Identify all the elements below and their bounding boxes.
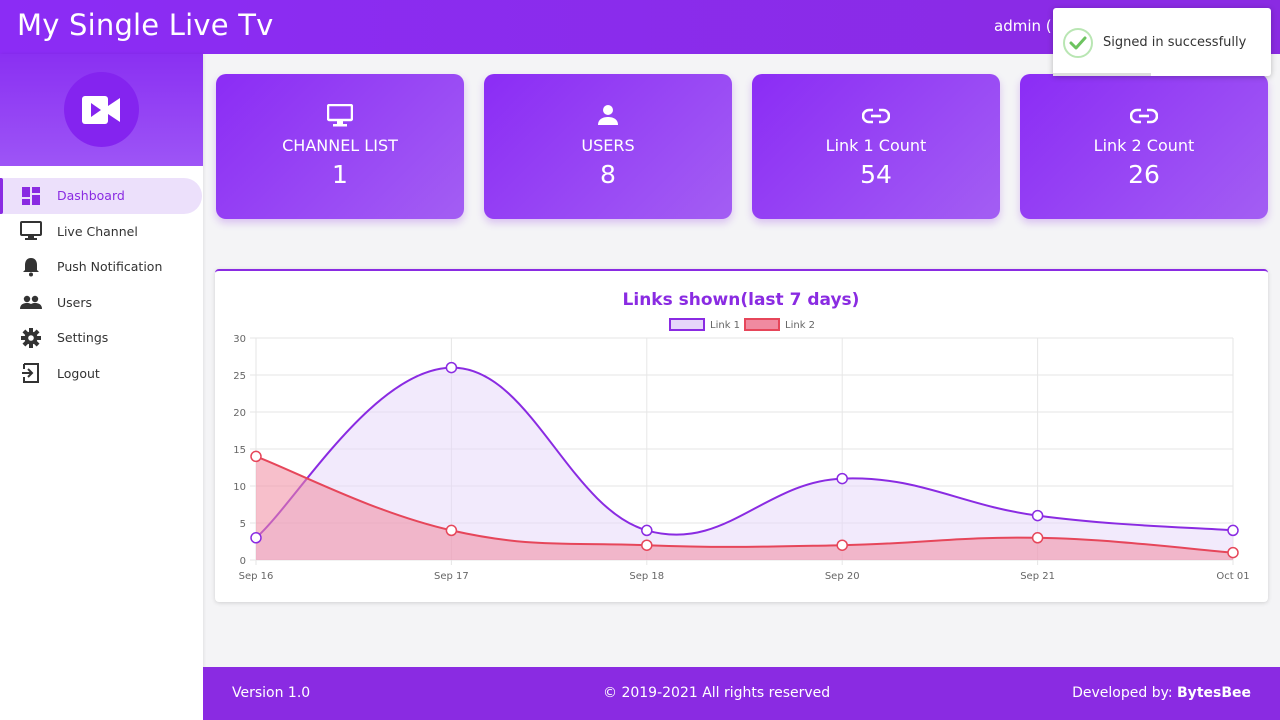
sidebar-item-label: Users [57,294,93,310]
dashboard-icon [20,186,42,206]
card-users[interactable]: USERS 8 [484,74,732,219]
card-value: 26 [1128,160,1160,189]
legend-label: Link 1 [710,320,740,331]
sidebar-item-users[interactable]: Users [0,285,203,321]
data-point [1031,532,1044,544]
sidebar-item-live-channel[interactable]: Live Channel [0,214,203,250]
data-point [1227,546,1239,559]
card-value: 8 [600,160,616,189]
data-point [250,450,262,463]
footer-version: Version 1.0 [232,685,311,701]
y-tick-label: 5 [240,519,246,530]
video-camera-icon [81,95,120,124]
legend-swatch [669,318,705,331]
app-title: My Single Live Tv [17,8,274,42]
sidebar-item-label: Logout [57,365,100,381]
card-title: Link 2 Count [1093,136,1195,155]
sidebar-item-push-notification[interactable]: Push Notification [0,249,203,285]
check-circle-icon [1063,28,1093,58]
sidebar-item-settings[interactable]: Settings [0,320,203,356]
footer-developed-prefix: Developed by: [1072,685,1178,701]
sidebar-item-label: Live Channel [57,223,138,239]
y-tick-label: 20 [233,408,246,419]
card-value: 1 [332,160,348,189]
footer-developer[interactable]: BytesBee [1177,685,1251,701]
card-title: CHANNEL LIST [282,136,398,155]
data-point [1227,524,1239,537]
sidebar-brand [0,54,203,166]
series-area [256,367,1233,560]
x-tick-label: Oct 01 [1216,571,1249,582]
monitor-icon [216,104,464,128]
card-link-2-count[interactable]: Link 2 Count 26 [1020,74,1268,219]
y-tick-label: 15 [233,445,246,456]
data-point [250,532,262,544]
links-chart: Links shown(last 7 days) Link 1 Link 2 0 5 10… [233,290,1249,582]
legend-label: Link 2 [785,320,815,331]
logo[interactable] [64,72,139,147]
link-icon [752,104,1000,128]
sidebar: Dashboard Live Channel Push Notification… [0,54,203,720]
x-tick-label: Sep 16 [239,571,274,582]
data-point [445,361,458,374]
footer-copyright: © 2019-2021 All rights reserved [603,685,831,701]
chart-title: Links shown(last 7 days) [623,290,860,310]
card-title: Link 1 Count [825,136,927,155]
data-point [445,524,458,537]
bell-icon [20,257,42,277]
card-value: 54 [860,160,892,189]
x-tick-label: Sep 20 [825,571,860,582]
monitor-icon [20,221,42,241]
toast-notification[interactable]: Signed in successfully [1053,8,1271,76]
footer-credits: Developed by: BytesBee [1072,685,1251,701]
data-point [641,524,653,537]
y-tick-label: 0 [240,556,246,567]
footer: Version 1.0 © 2019-2021 All rights reser… [203,667,1280,720]
card-channel-list[interactable]: CHANNEL LIST 1 [216,74,464,219]
x-tick-label: Sep 18 [629,571,664,582]
x-tick-label: Sep 21 [1020,571,1055,582]
toast-message: Signed in successfully [1103,35,1247,50]
data-point [836,539,848,551]
data-point [836,472,848,485]
user-icon [484,104,732,128]
link-icon [1020,104,1268,128]
card-title: USERS [581,136,635,155]
sidebar-item-dashboard[interactable]: Dashboard [0,178,202,214]
users-icon [20,292,42,312]
sidebar-menu: Dashboard Live Channel Push Notification… [0,178,203,391]
toast-progress [1053,73,1152,76]
sidebar-item-label: Settings [57,330,109,346]
sidebar-item-label: Push Notification [57,259,163,275]
gear-icon [20,327,42,348]
series-line [255,366,1234,539]
user-menu[interactable]: admin (b [994,17,1062,35]
sidebar-item-label: Dashboard [57,188,125,204]
data-point [1031,509,1044,522]
chart-panel: Links shown(last 7 days) Link 1 Link 2 0 5 10… [215,269,1268,602]
logout-icon [20,363,42,384]
y-tick-label: 25 [233,371,246,382]
card-link-1-count[interactable]: Link 1 Count 54 [752,74,1000,219]
series-area [256,456,1233,560]
legend-swatch [744,318,780,331]
y-tick-label: 10 [233,482,246,493]
y-tick-label: 30 [233,334,246,345]
data-point [641,539,653,551]
series-line [255,455,1234,554]
x-tick-label: Sep 17 [434,571,469,582]
sidebar-item-logout[interactable]: Logout [0,356,203,392]
